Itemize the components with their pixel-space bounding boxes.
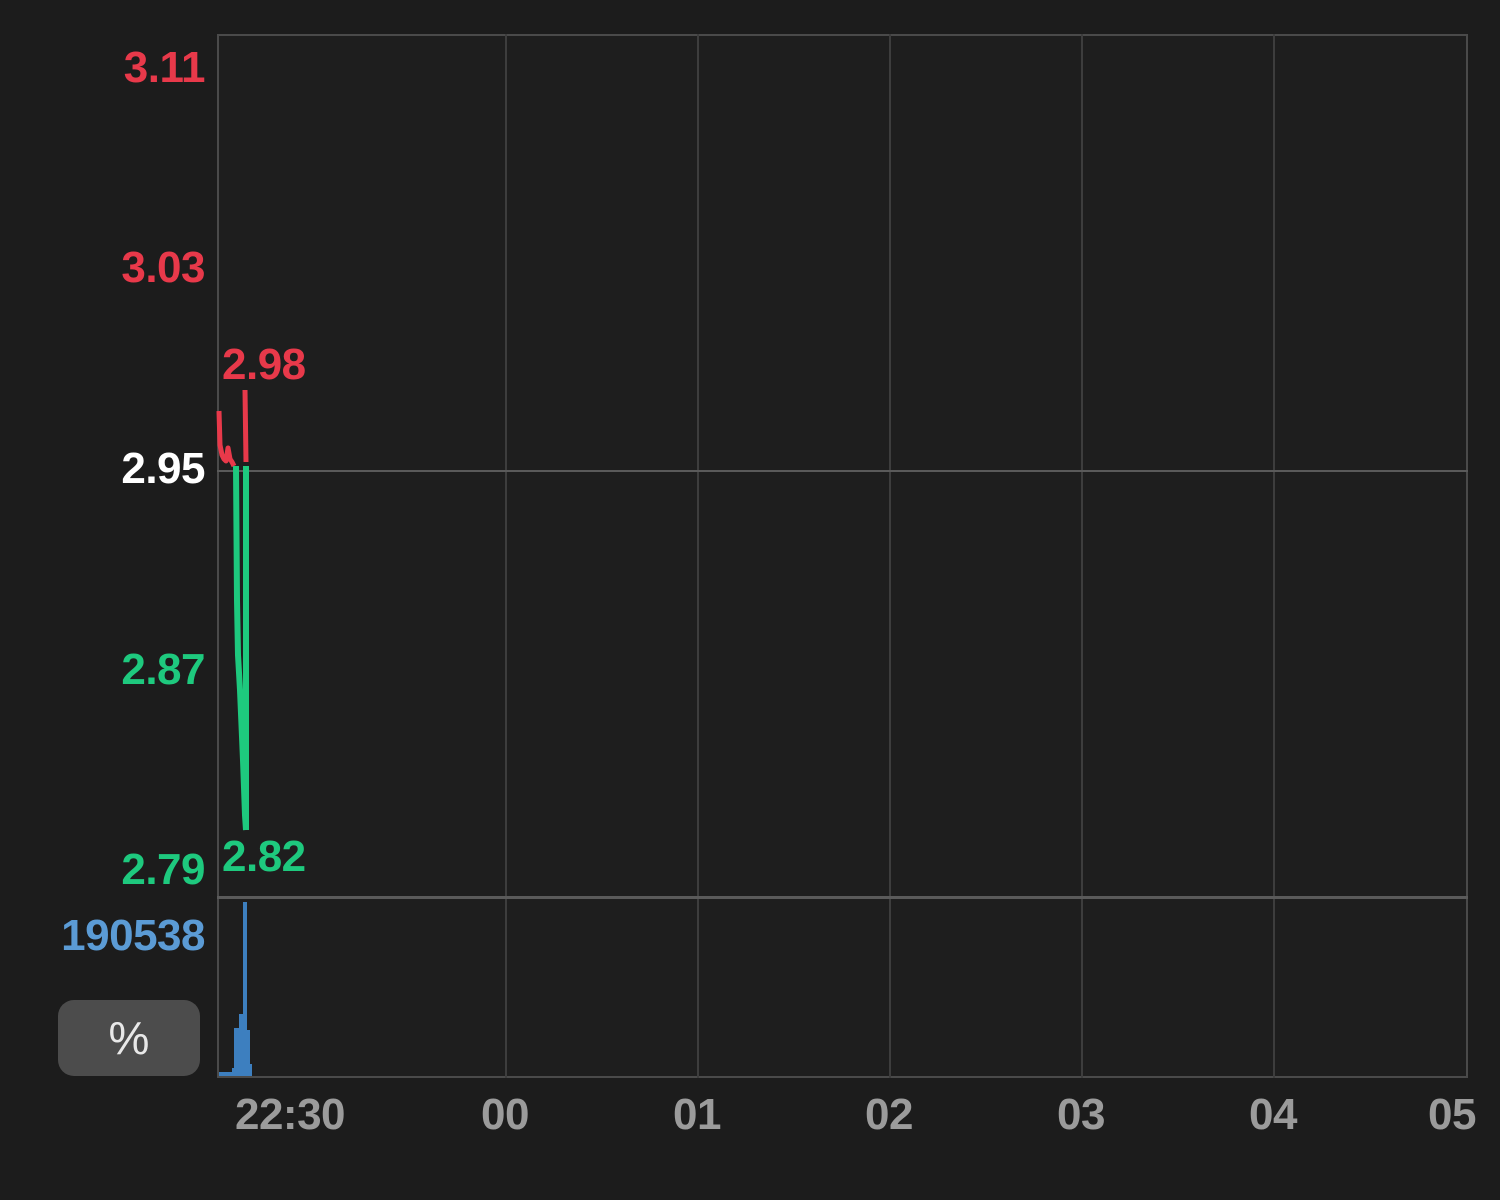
x-tick-label-01: 01 <box>673 1090 721 1139</box>
x-tick-label-00: 00 <box>481 1090 529 1139</box>
volume-scale-value: 190538 <box>61 911 205 960</box>
y-tick-label: 2.79 <box>121 845 205 894</box>
x-tick-label-05: 05 <box>1428 1090 1476 1139</box>
session-low-label: 2.82 <box>222 832 306 881</box>
vertical-gridline <box>697 34 699 1078</box>
price-volume-divider <box>217 896 1468 899</box>
y-tick-label: 2.87 <box>121 645 205 694</box>
vertical-gridline <box>1273 34 1275 1078</box>
x-tick-label-04: 04 <box>1249 1090 1297 1139</box>
y-tick-label: 3.11 <box>123 43 206 92</box>
vertical-gridline <box>505 34 507 1078</box>
x-tick-label-02: 02 <box>865 1090 913 1139</box>
vertical-gridline <box>1081 34 1083 1078</box>
x-tick-label-2230: 22:30 <box>234 1090 346 1139</box>
vertical-gridline <box>889 34 891 1078</box>
y-tick-label: 2.95 <box>121 444 205 493</box>
plot-area[interactable] <box>217 34 1468 1078</box>
x-tick-label-03: 03 <box>1057 1090 1105 1139</box>
percent-toggle-button[interactable]: % <box>58 1000 200 1076</box>
session-high-label: 2.98 <box>222 340 306 389</box>
close-reference-gridline <box>217 470 1468 472</box>
y-tick-label: 3.03 <box>121 243 205 292</box>
